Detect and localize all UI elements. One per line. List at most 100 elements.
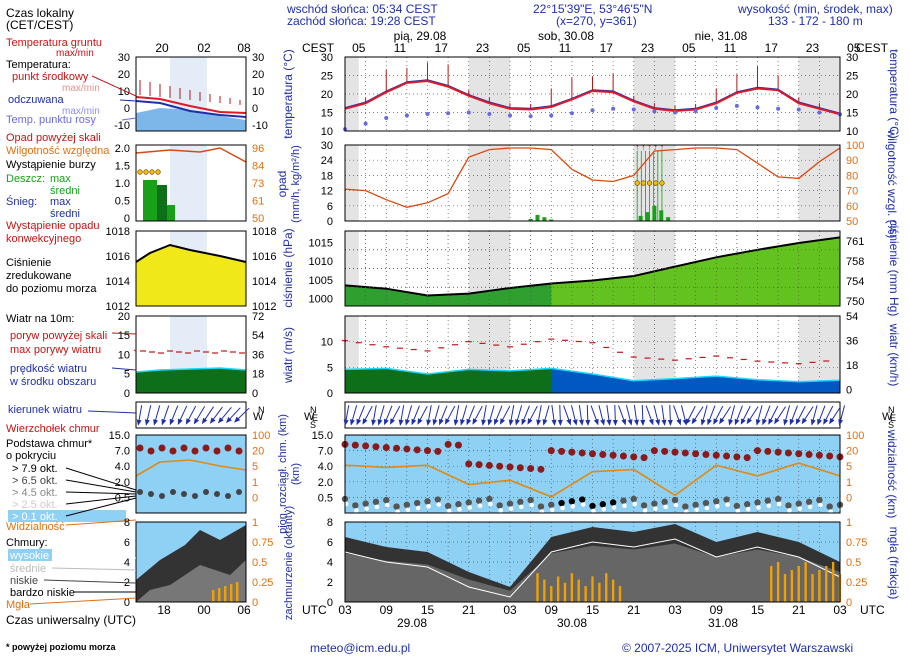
- pressure-mm-tick: 754: [846, 276, 864, 288]
- fog-bar: [797, 566, 800, 602]
- cloud-base-point: [599, 501, 607, 508]
- legend-pressure-tick: 1012: [106, 301, 130, 313]
- legend-cloud-tick: 2.0: [115, 477, 130, 489]
- legend-bottom-hour: 06: [237, 603, 251, 617]
- wind-arrow-head: [691, 417, 697, 425]
- wind-arrow: [746, 406, 759, 425]
- legend-perceived: odczuwana: [8, 94, 65, 106]
- cloud-base-point: [682, 503, 689, 510]
- legend-wind-arrow-head: [169, 418, 175, 426]
- legend-wind-arrow: [136, 405, 143, 426]
- wind-arrow: [590, 405, 599, 426]
- cloud-top-point: [733, 453, 741, 461]
- legend-night-band: [170, 145, 207, 221]
- legend-pointer: [65, 467, 137, 491]
- wind-arrow: [801, 406, 814, 425]
- legend-top-hour: 08: [237, 41, 251, 55]
- legend-wind-arrow-head: [217, 417, 224, 424]
- cloud-base-point-low: [446, 508, 452, 514]
- legend-cloud-base-point: [148, 491, 154, 497]
- cest-label-right: CEST: [856, 41, 889, 55]
- wind-arrow-head: [371, 419, 377, 426]
- cloud-base-point-low: [735, 508, 741, 514]
- legend-pointer: [51, 554, 137, 559]
- legend-humidity-tick: 96: [252, 143, 264, 155]
- wind-arrow-head: [829, 417, 835, 425]
- fog-bar: [831, 562, 835, 602]
- cloud-top-point: [609, 451, 617, 459]
- wind-arrow-head: [640, 419, 646, 426]
- precip-above-scale-marker: ↑: [654, 142, 659, 152]
- cloud-base-point-low: [508, 506, 514, 511]
- fog-tick: 1: [846, 517, 852, 529]
- cloud-top-point: [589, 450, 596, 458]
- legend-storm-marker: [143, 169, 149, 175]
- cloud-base-point-low: [354, 508, 359, 513]
- top-hour-label: 05: [682, 41, 696, 55]
- wind-arrow: [389, 405, 401, 425]
- fog-tick: 0.5: [846, 557, 861, 569]
- wind-arrow: [762, 405, 771, 426]
- altitude-label: wysokość (min, środek, max): [738, 2, 893, 16]
- cloud-base-point: [661, 498, 668, 506]
- wind-arrow-head: [362, 418, 368, 425]
- cloud-base-point-low: [384, 502, 390, 508]
- storm-marker: [640, 180, 646, 186]
- legend-pressure-2: zredukowane: [6, 270, 71, 282]
- visibility-axis-title: widzialność (km): [885, 429, 899, 519]
- legend-perceived-minmax: max/min: [62, 106, 100, 117]
- panel-frame-press: [344, 230, 841, 307]
- fog-bar: [570, 573, 574, 602]
- wind-arrow: [606, 405, 612, 426]
- legend-cloud-top-point: [213, 447, 221, 455]
- cloud-base-point: [774, 495, 782, 503]
- cloud-base-point: [764, 497, 772, 504]
- legend-wind-kmh-tick: 36: [252, 349, 264, 361]
- night-band: [345, 145, 359, 221]
- legend-wind-arrow: [201, 406, 215, 425]
- cloud-base-point-low: [415, 505, 421, 511]
- cloud-top-point: [754, 447, 761, 455]
- legend-wind-arrow: [169, 405, 179, 426]
- wind-arrow-head: [783, 419, 789, 426]
- cloud-base-point-low: [663, 504, 668, 510]
- legend-precip-tick: 0: [124, 213, 130, 225]
- wind-arrow-head: [405, 419, 410, 426]
- legend-cloud-top-point: [147, 447, 155, 455]
- temp-tick-left: 30: [321, 52, 333, 64]
- humidity-tick: 60: [846, 201, 858, 213]
- legend-pressure-tick-right: 1014: [252, 276, 276, 288]
- wind-arrow: [371, 405, 377, 426]
- temp-tick-left: 15: [321, 108, 333, 120]
- cloud-base-point-low: [714, 504, 720, 509]
- pressure-axis-title: ciśnienie (hPa): [281, 228, 295, 307]
- contact-email[interactable]: meteo@icm.edu.pl: [310, 641, 411, 655]
- legend-wind-tick: 0: [124, 388, 130, 400]
- wind-arrow: [713, 405, 724, 425]
- wind-arrow: [417, 405, 428, 425]
- legend-wind-arrow-head: [201, 417, 208, 425]
- legend-temp-tick: 0: [124, 103, 130, 115]
- legend-cloud-base-2: o pokryciu: [6, 450, 56, 462]
- cloud-base-point: [754, 499, 761, 506]
- cloud-tick: 0.5: [318, 492, 333, 504]
- pressure-mm-tick: 761: [846, 236, 864, 248]
- cover-axis-title: zachmurzenie (oktanty): [283, 506, 295, 620]
- legend-pointer: [65, 497, 137, 517]
- wind-arrow: [653, 405, 661, 426]
- wind-arrow: [521, 405, 530, 426]
- legend-pressure-tick: 1014: [106, 276, 130, 288]
- legend-cloud-tick: 15.0: [109, 430, 130, 442]
- legend-cloud-top-point: [169, 447, 177, 455]
- legend-cloud-base-point: [192, 493, 198, 499]
- cloud-base-point: [475, 497, 483, 504]
- wind-arrow: [728, 405, 736, 426]
- legend-wind-tick: 10: [118, 349, 130, 361]
- wind-arrow-head: [487, 419, 493, 426]
- sunset: zachód słońca: 19:28 CEST: [287, 14, 436, 28]
- humidity-line: [344, 147, 841, 208]
- wind-arrow: [444, 405, 456, 425]
- wind-arrow: [585, 404, 591, 426]
